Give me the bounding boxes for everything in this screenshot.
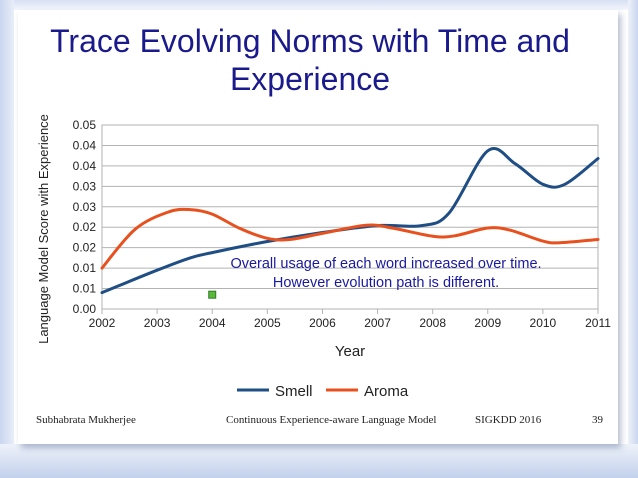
slide-title: Trace Evolving Norms with Time and Exper… bbox=[50, 23, 570, 97]
x-tick-label: 2010 bbox=[530, 316, 557, 330]
x-tick-label: 2005 bbox=[254, 316, 281, 330]
x-tick-label: 2009 bbox=[474, 316, 501, 330]
x-tick-label: 2008 bbox=[419, 316, 446, 330]
footer-talk: Continuous Experience-aware Language Mod… bbox=[226, 414, 437, 426]
y-tick-label: 0.03 bbox=[73, 179, 97, 193]
annotation-line-1: Overall usage of each word increased ove… bbox=[230, 256, 541, 272]
y-tick-label: 0.03 bbox=[73, 200, 97, 214]
x-tick-label: 2007 bbox=[364, 316, 391, 330]
slide-frame-top bbox=[0, 0, 638, 10]
slide-frame-left bbox=[0, 0, 14, 478]
y-tick-label: 0.04 bbox=[73, 138, 97, 152]
y-tick-label: 0.01 bbox=[73, 282, 97, 296]
y-tick-label: 0.00 bbox=[73, 302, 97, 316]
annotation-line-2: However evolution path is different. bbox=[273, 275, 499, 291]
x-tick-label: 2003 bbox=[144, 316, 171, 330]
series-line-smell bbox=[100, 147, 600, 295]
x-axis-title: Year bbox=[335, 343, 365, 360]
green-marker bbox=[208, 290, 217, 299]
x-tick-label: 2004 bbox=[199, 316, 226, 330]
x-tick-label: 2006 bbox=[309, 316, 336, 330]
footer-author: Subhabrata Mukherjee bbox=[36, 414, 136, 426]
series-line-aroma bbox=[100, 207, 600, 270]
footer-venue: SIGKDD 2016 bbox=[475, 414, 542, 426]
y-tick-label: 0.02 bbox=[73, 241, 97, 255]
y-tick-label: 0.01 bbox=[73, 261, 97, 275]
y-tick-label: 0.02 bbox=[73, 220, 97, 234]
x-tick-label: 2002 bbox=[89, 316, 116, 330]
y-axis-title: Language Model Score with Experience bbox=[36, 114, 51, 344]
plot-area-border bbox=[101, 124, 599, 310]
slide-frame-bottom bbox=[0, 444, 638, 478]
slide-frame-right bbox=[628, 0, 638, 478]
y-tick-label: 0.04 bbox=[73, 159, 97, 173]
legend-label-smell: Smell bbox=[275, 383, 313, 400]
footer-page-number: 39 bbox=[592, 414, 603, 426]
legend-label-aroma: Aroma bbox=[364, 383, 409, 400]
x-tick-label: 2011 bbox=[585, 316, 611, 330]
y-tick-label: 0.05 bbox=[73, 118, 97, 132]
